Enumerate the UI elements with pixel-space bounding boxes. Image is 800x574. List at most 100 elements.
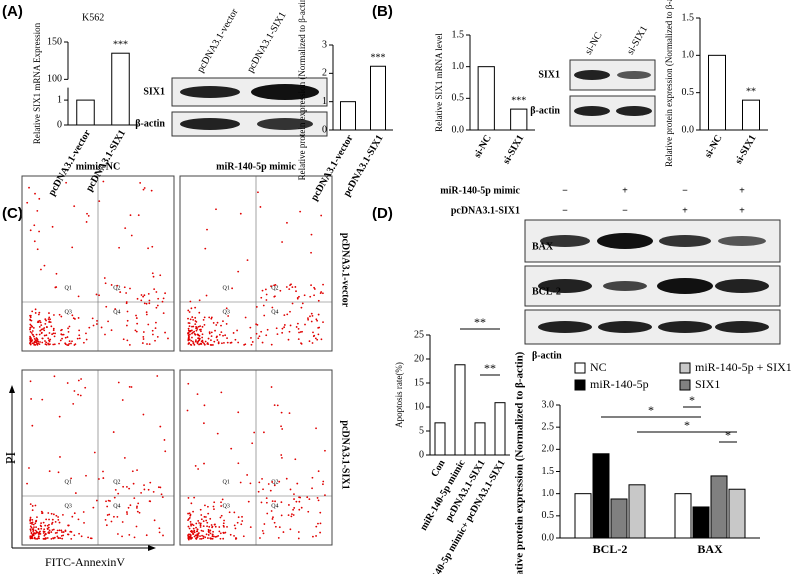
flow-event [222, 320, 224, 323]
flow-event [280, 425, 282, 428]
flow-event [55, 286, 58, 288]
flow-event [263, 431, 265, 434]
flow-event [215, 535, 218, 538]
flow-event [216, 432, 219, 435]
flow-event [38, 319, 41, 322]
bar [728, 488, 746, 539]
flow-event [33, 337, 36, 340]
flow-event [199, 522, 202, 525]
flow-event [229, 533, 232, 536]
panel-label: (A) [2, 3, 23, 20]
flow-event [223, 526, 225, 528]
legend-swatch [679, 362, 691, 374]
flow-event [299, 331, 302, 333]
flow-event [316, 497, 319, 499]
flow-event [45, 326, 48, 328]
bar [708, 54, 726, 131]
flow-event [38, 343, 41, 346]
flow-event [29, 341, 32, 344]
quadrant-label: Q4 [113, 503, 120, 509]
flow-event [155, 321, 157, 324]
flow-event [40, 510, 43, 513]
flow-event [234, 537, 237, 539]
flow-event [239, 212, 242, 215]
flow-event [213, 340, 216, 343]
flow-event [36, 343, 39, 346]
flow-event [64, 342, 67, 345]
flow-event [37, 531, 40, 534]
flow-event [45, 341, 48, 344]
flow-event [199, 325, 202, 328]
flow-event [71, 246, 74, 249]
condition-sign: − [622, 205, 628, 216]
flow-event [213, 501, 216, 504]
flow-event [137, 214, 140, 217]
flow-event [270, 510, 273, 512]
flow-event [77, 379, 80, 382]
flow-event [39, 530, 41, 533]
flow-event [151, 245, 154, 248]
flow-event [128, 344, 131, 346]
flow-event [191, 523, 194, 526]
flow-event [135, 314, 137, 317]
flow-event [78, 329, 81, 332]
flow-event [294, 458, 297, 461]
flow-event [224, 334, 227, 337]
flow-event [29, 380, 32, 383]
flow-column-label: miR-140-5p mimic [216, 161, 296, 172]
flow-event [41, 512, 43, 515]
flow-event [67, 330, 70, 333]
flow-event [208, 316, 211, 319]
flow-event [210, 335, 213, 338]
flow-event [151, 329, 154, 332]
bar [692, 506, 710, 539]
flow-event [249, 482, 252, 485]
flow-event [139, 182, 142, 184]
flow-event [78, 337, 81, 340]
flow-event [142, 413, 145, 416]
flow-event [317, 333, 320, 336]
flow-event [108, 513, 111, 516]
flow-event [202, 525, 205, 527]
flow-event [283, 314, 286, 317]
y-tick-label: 1.5 [682, 12, 695, 23]
x-tick-label: Con [429, 458, 448, 479]
flow-event [324, 494, 326, 496]
flow-event [189, 318, 192, 321]
flow-event [216, 339, 219, 341]
flow-event [151, 272, 154, 275]
y-tick-label: 1.0 [682, 50, 695, 61]
flow-event [51, 225, 54, 228]
flow-event [282, 531, 285, 533]
y-tick-label: 2.5 [542, 421, 555, 432]
flow-event [46, 527, 49, 530]
flow-event [161, 496, 164, 499]
flow-event [199, 524, 202, 526]
flow-event [60, 329, 62, 332]
y-tick-label: 1.5 [542, 466, 555, 477]
flow-event [48, 529, 51, 532]
bar [474, 422, 486, 456]
flow-event [121, 535, 123, 538]
quadrant-label: Q4 [113, 309, 120, 315]
flow-event [191, 531, 193, 534]
flow-event [66, 382, 69, 384]
flow-event [133, 497, 136, 500]
y-tick-label: 1 [322, 96, 327, 107]
flow-event [140, 299, 143, 302]
flow-event [206, 525, 208, 528]
flow-event [256, 323, 259, 326]
flow-event [273, 521, 276, 524]
flow-event [52, 327, 55, 330]
flow-event [61, 531, 63, 533]
flow-event [32, 523, 35, 526]
flow-event [188, 311, 191, 313]
condition-sign: − [562, 185, 568, 196]
flow-event [273, 284, 276, 287]
legend-swatch [574, 362, 586, 374]
blot-row-label: β-actin [532, 350, 562, 361]
y-tick-label: 1.5 [452, 29, 465, 40]
flow-event [288, 288, 291, 291]
y-axis-label: Relative SIX1 mRNA level [434, 33, 444, 132]
flow-event [290, 515, 293, 518]
